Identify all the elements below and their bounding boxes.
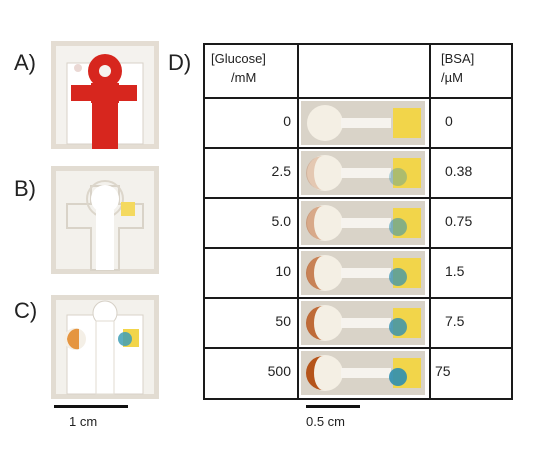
- assay-photo: [301, 151, 425, 195]
- glucose-value: 50: [275, 313, 291, 329]
- glucose-value: 500: [267, 363, 291, 379]
- results-table: [Glucose] /mM [BSA] /µM 0 0 2.5 0.38 5.0 0.75…: [203, 43, 513, 400]
- panel-label-b: B): [14, 176, 36, 201]
- device-photo-a: [51, 41, 159, 149]
- panel-label-a: A): [14, 50, 36, 75]
- scale-bar-1cm: [54, 405, 128, 408]
- header-bsa-line1: [BSA]: [441, 51, 475, 66]
- header-glucose-line2: /mM: [231, 70, 257, 85]
- header-glucose: [Glucose] /mM: [211, 49, 295, 87]
- bsa-value: 75: [435, 363, 451, 379]
- scale-bar-0-5cm: [306, 405, 360, 408]
- bsa-value: 0.75: [445, 213, 473, 229]
- bsa-value: 0.38: [445, 163, 473, 179]
- glucose-value: 10: [275, 263, 291, 279]
- assay-photo: [301, 251, 425, 295]
- scale-label-0-5cm: 0.5 cm: [306, 414, 346, 429]
- header-glucose-line1: [Glucose]: [211, 51, 266, 66]
- glucose-value: 0: [283, 113, 291, 129]
- assay-photo: [301, 351, 425, 395]
- panel-label-d: D): [168, 50, 192, 75]
- header-bsa-line2: /µM: [441, 70, 463, 85]
- bsa-value: 7.5: [445, 313, 465, 329]
- panel-label-c: C): [14, 298, 38, 323]
- device-photo-c: [51, 295, 159, 399]
- glucose-value: 2.5: [271, 163, 291, 179]
- bsa-value: 0: [445, 113, 453, 129]
- assay-photo: [301, 101, 425, 145]
- header-bsa: [BSA] /µM: [441, 49, 507, 87]
- glucose-value: 5.0: [271, 213, 291, 229]
- scale-label-1cm: 1 cm: [69, 414, 98, 429]
- assay-photo: [301, 301, 425, 345]
- assay-photo: [301, 201, 425, 245]
- device-photo-b: [51, 166, 159, 274]
- bsa-value: 1.5: [445, 263, 465, 279]
